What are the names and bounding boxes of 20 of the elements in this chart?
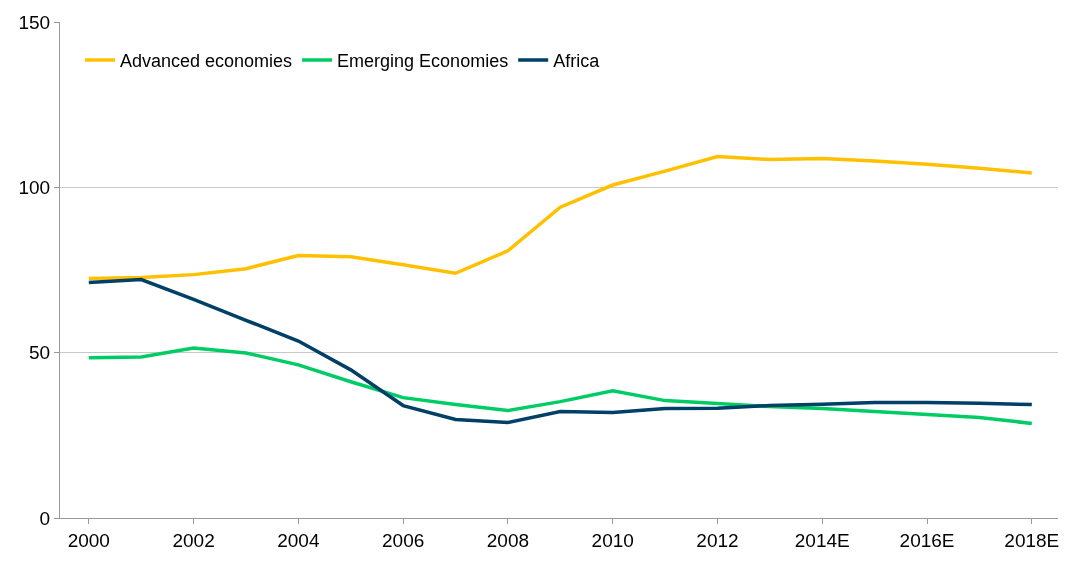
legend-label: Africa <box>553 51 601 72</box>
line-series <box>87 154 1034 281</box>
y-tick-label: 50 <box>29 342 51 364</box>
y-tick-label: 150 <box>18 11 51 33</box>
legend-label: Emerging Economies <box>337 51 509 72</box>
x-tick-label: 2014E <box>794 529 850 551</box>
x-tick-label: 2004 <box>277 529 320 551</box>
x-tick-label: 2002 <box>172 529 215 551</box>
x-tick-label: 2016E <box>899 529 955 551</box>
x-tick-label: 2018E <box>1004 529 1060 551</box>
y-tick-label: 0 <box>39 507 51 529</box>
y-tick-label: 100 <box>18 176 51 198</box>
line-series <box>87 346 1034 426</box>
x-tick-label: 2010 <box>591 529 634 551</box>
line-series <box>87 277 1034 425</box>
legend-label: Advanced economies <box>119 51 293 72</box>
x-tick-label: 2012 <box>696 529 739 551</box>
x-tick-label: 2008 <box>486 529 530 551</box>
x-tick-label: 2006 <box>382 529 425 551</box>
x-tick-label: 2000 <box>67 529 110 551</box>
